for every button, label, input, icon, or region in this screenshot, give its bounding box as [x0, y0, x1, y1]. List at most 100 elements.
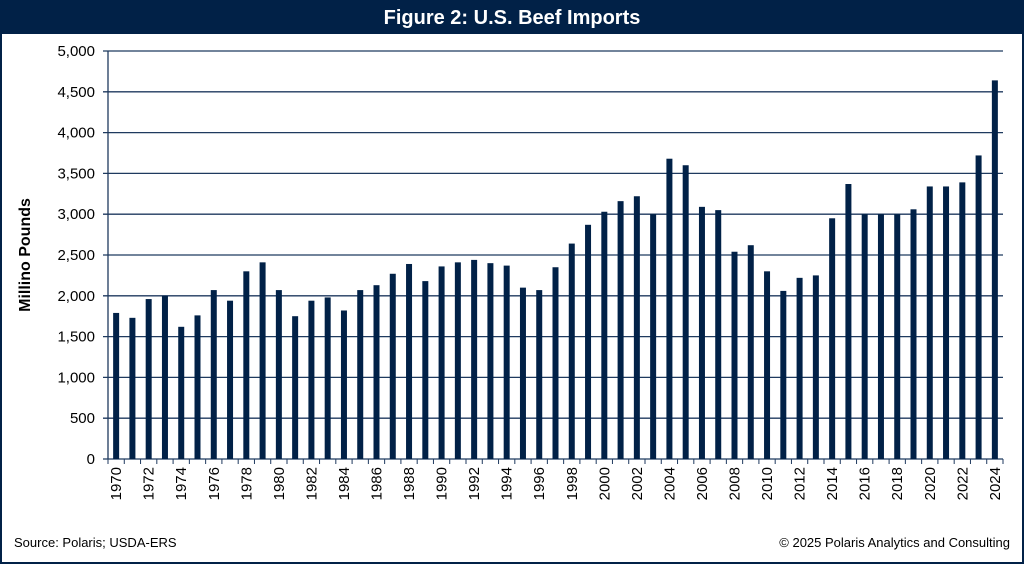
- x-tick-label: 2010: [759, 467, 776, 500]
- bar-2006: [698, 206, 705, 459]
- x-tick-label: 1978: [238, 467, 255, 500]
- bar-1982: [308, 300, 315, 459]
- bar-1977: [227, 300, 234, 459]
- source-note: Source: Polaris; USDA-ERS: [14, 535, 177, 550]
- bar-2024: [991, 80, 998, 459]
- bar-2003: [650, 214, 657, 459]
- bar-2016: [861, 214, 868, 459]
- x-tick-label: 2006: [694, 467, 711, 500]
- x-tick-label: 2020: [922, 467, 939, 500]
- y-tick-label: 4,500: [57, 84, 95, 101]
- bar-1988: [406, 263, 413, 459]
- bar-2004: [666, 158, 673, 459]
- x-tick-label: 2018: [889, 467, 906, 500]
- x-tick-label: 1974: [173, 467, 190, 500]
- bar-2005: [682, 165, 689, 460]
- y-tick-label: 2,500: [57, 247, 95, 264]
- bar-1990: [438, 266, 445, 459]
- copyright-note: © 2025 Polaris Analytics and Consulting: [779, 535, 1010, 550]
- bar-1987: [389, 273, 396, 459]
- bar-1991: [454, 262, 461, 459]
- bar-2007: [715, 210, 722, 459]
- bar-2015: [845, 184, 852, 459]
- bar-1972: [145, 299, 152, 459]
- x-tick-label: 1986: [369, 467, 386, 500]
- bar-2020: [926, 186, 933, 459]
- x-tick-label: 1976: [206, 467, 223, 500]
- y-axis-label: Millino Pounds: [17, 198, 34, 312]
- y-tick-label: 2,000: [57, 288, 95, 305]
- bar-1971: [129, 317, 136, 459]
- bar-1980: [275, 290, 282, 459]
- bar-1989: [422, 281, 429, 459]
- x-tick-label: 2022: [954, 467, 971, 500]
- x-tick-label: 1980: [271, 467, 288, 500]
- y-tick-label: 1,500: [57, 329, 95, 346]
- bar-1996: [536, 290, 543, 459]
- bar-2023: [975, 155, 982, 459]
- x-tick-label: 2002: [629, 467, 646, 500]
- chart-title: Figure 2: U.S. Beef Imports: [2, 2, 1022, 34]
- bar-1994: [503, 265, 510, 459]
- bar-1976: [210, 290, 217, 459]
- y-axis-ticks: 0 500 1,000 1,500 2,000 2,500 3,000 3,500 4,000 4…: [57, 43, 95, 468]
- bar-2012: [796, 277, 803, 459]
- bar-1978: [243, 271, 250, 459]
- x-tick-label: 2004: [661, 467, 678, 500]
- x-tick-label: 1984: [336, 467, 353, 500]
- bar-1997: [552, 267, 559, 459]
- bar-1983: [324, 297, 331, 459]
- x-tick-label: 2000: [596, 467, 613, 500]
- bar-2021: [943, 186, 950, 459]
- bar-2008: [731, 251, 738, 459]
- x-tick-label: 2024: [987, 467, 1004, 500]
- bars: [113, 80, 998, 460]
- y-tick-label: 500: [70, 410, 95, 427]
- y-tick-label: 4,000: [57, 125, 95, 142]
- bar-2010: [764, 271, 771, 459]
- x-tick-label: 1970: [108, 467, 125, 500]
- x-tick-label: 2008: [727, 467, 744, 500]
- bar-1985: [357, 290, 364, 459]
- y-tick-label: 3,000: [57, 206, 95, 223]
- bar-1998: [568, 243, 575, 459]
- bar-2009: [747, 245, 754, 459]
- x-tick-label: 1988: [401, 467, 418, 500]
- bar-2013: [812, 275, 819, 459]
- bar-2022: [959, 182, 966, 459]
- x-tick-label: 1996: [531, 467, 548, 500]
- x-tick-label: 1972: [141, 467, 158, 500]
- x-tick-label: 2016: [857, 467, 874, 500]
- bar-1974: [178, 326, 185, 459]
- x-tick-label: 2012: [792, 467, 809, 500]
- bar-1979: [259, 262, 266, 459]
- bar-1970: [113, 312, 120, 459]
- bar-1986: [373, 285, 380, 459]
- bar-2017: [877, 214, 884, 459]
- x-tick-label: 2014: [824, 467, 841, 500]
- bar-2000: [601, 211, 608, 459]
- bar-1975: [194, 315, 201, 459]
- bar-1993: [487, 263, 494, 459]
- bar-2014: [829, 218, 836, 459]
- bar-1995: [519, 287, 526, 459]
- x-tick-label: 1994: [499, 467, 516, 500]
- bar-1992: [471, 259, 478, 459]
- bar-2011: [780, 290, 787, 459]
- bar-1973: [161, 295, 168, 459]
- x-tick-label: 1992: [466, 467, 483, 500]
- x-axis-ticks: 1970 1972 1974 1976 1978 1980 1982 1984 1986 1988…: [107, 459, 1004, 500]
- x-tick-label: 1998: [564, 467, 581, 500]
- bar-1981: [292, 316, 299, 459]
- y-tick-label: 3,500: [57, 165, 95, 182]
- bar-2002: [633, 196, 640, 460]
- x-tick-label: 1990: [434, 467, 451, 500]
- bar-1999: [585, 224, 592, 459]
- bar-2018: [894, 214, 901, 459]
- y-tick-label: 0: [87, 451, 95, 468]
- bar-2001: [617, 201, 624, 460]
- bar-2019: [910, 209, 917, 459]
- x-tick-label: 1982: [303, 467, 320, 500]
